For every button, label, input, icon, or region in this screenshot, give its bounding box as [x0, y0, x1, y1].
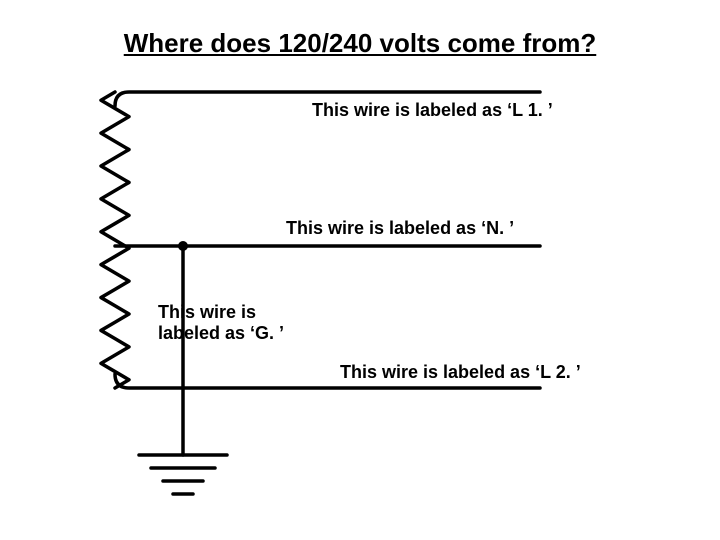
label-l2: This wire is labeled as ‘L 2. ’ — [340, 362, 581, 383]
label-g: This wire is labeled as ‘G. ’ — [158, 302, 284, 344]
label-n: This wire is labeled as ‘N. ’ — [286, 218, 514, 239]
circuit-diagram — [0, 0, 720, 540]
label-l1: This wire is labeled as ‘L 1. ’ — [312, 100, 553, 121]
